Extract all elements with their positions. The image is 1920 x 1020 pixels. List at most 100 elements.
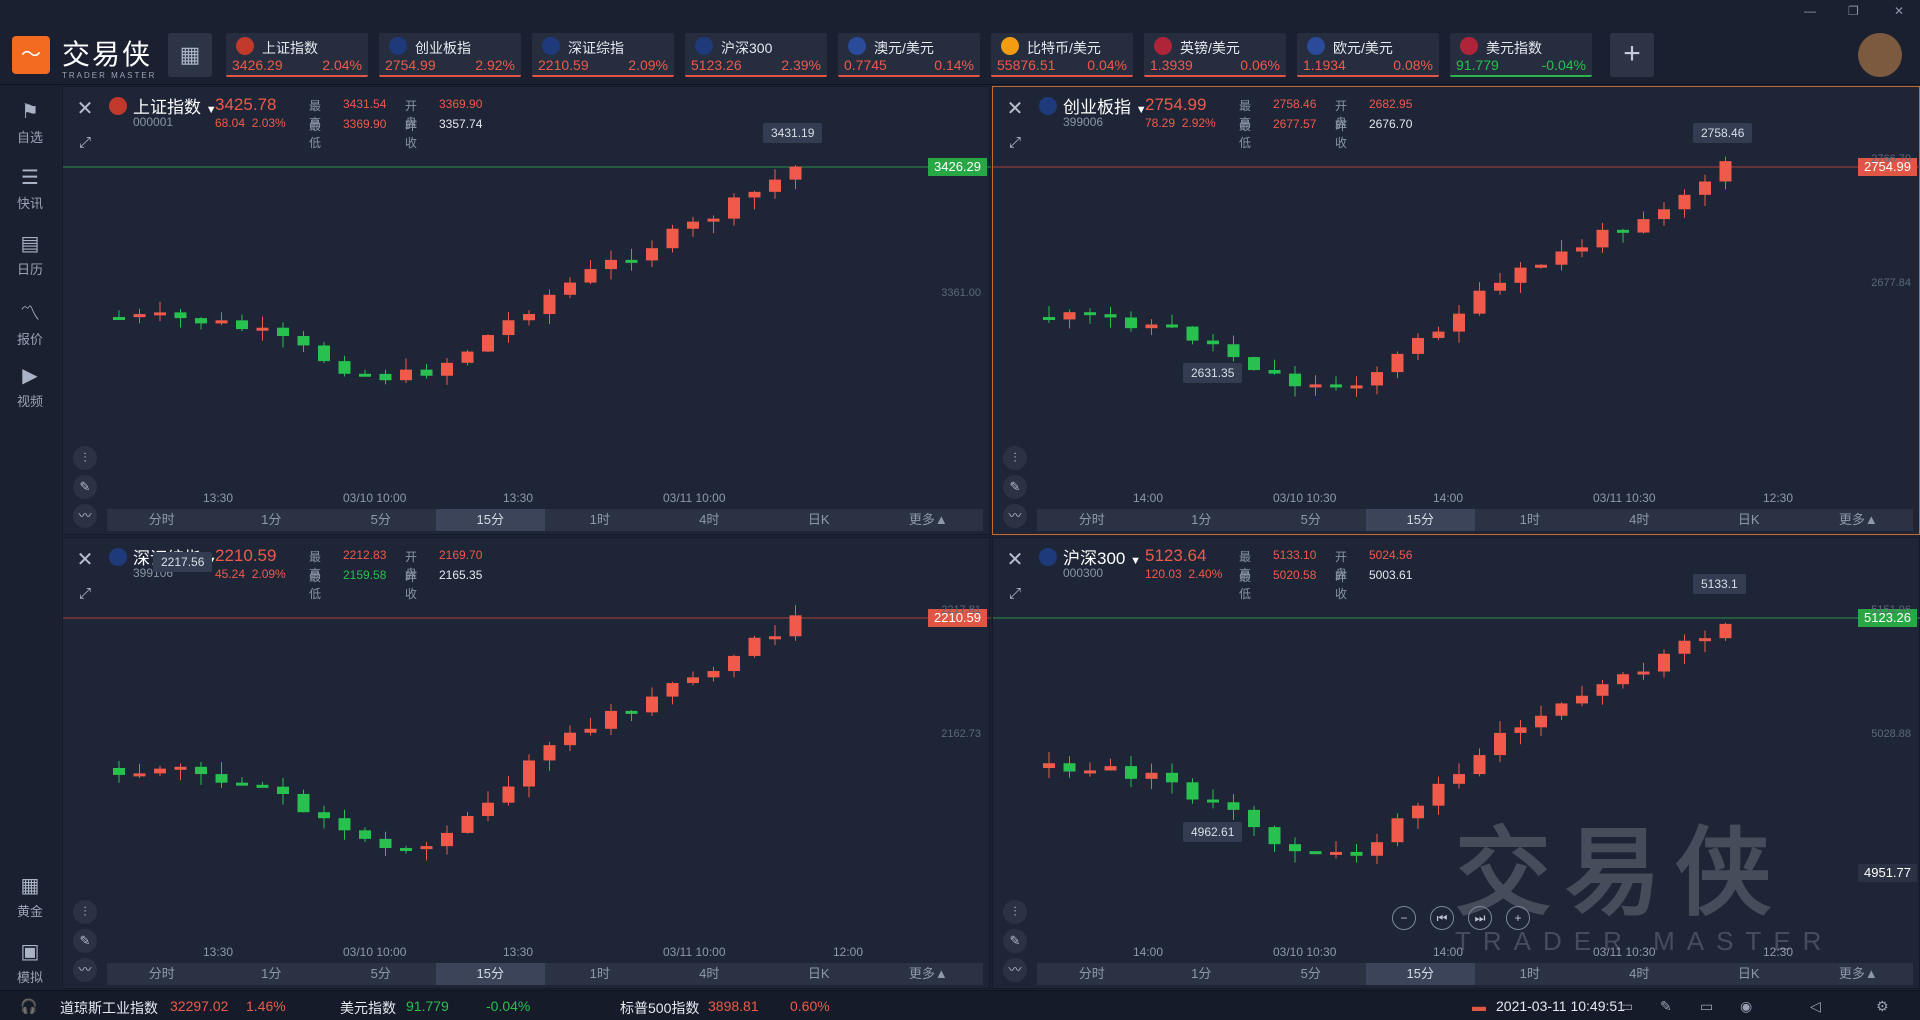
dropdown-icon[interactable]: ▼ bbox=[205, 104, 217, 116]
period-tab[interactable]: 15分 bbox=[1365, 963, 1475, 985]
add-ticker-button[interactable]: + bbox=[1610, 33, 1654, 77]
sidebar-item-simulate[interactable]: ▣ 模拟 bbox=[0, 939, 60, 986]
minimize-button[interactable]: — bbox=[1804, 4, 1816, 18]
period-tab[interactable]: 更多▲ bbox=[908, 966, 948, 981]
indicators-icon[interactable]: ⫶ bbox=[73, 446, 97, 470]
expand-icon[interactable]: ⤢ bbox=[78, 134, 91, 151]
ticker-tab[interactable]: 创业板指 2754.99 2.92% bbox=[379, 33, 521, 77]
period-tab[interactable]: 更多▲ bbox=[1838, 966, 1878, 981]
period-tab[interactable]: 分时 bbox=[148, 966, 175, 981]
ticker-tab[interactable]: 深证综指 2210.59 2.09% bbox=[532, 33, 674, 77]
chart-type-icon[interactable]: 〰 bbox=[1003, 958, 1027, 982]
camera-icon[interactable]: ◉ bbox=[1740, 998, 1753, 1014]
chart-type-icon[interactable]: 〰 bbox=[1003, 504, 1027, 528]
period-tab[interactable]: 4时 bbox=[1629, 512, 1650, 527]
period-tab[interactable]: 1分 bbox=[1191, 966, 1212, 981]
draw-icon[interactable]: ✎ bbox=[1003, 475, 1027, 499]
ticker-tab[interactable]: 比特币/美元 55876.51 0.04% bbox=[991, 33, 1133, 77]
ticker-tab[interactable]: 沪深300 5123.26 2.39% bbox=[685, 33, 827, 77]
ticker-tab[interactable]: 澳元/美元 0.7745 0.14% bbox=[838, 33, 980, 77]
zoom-in-icon[interactable]: + bbox=[1506, 906, 1530, 930]
period-tab[interactable]: 4时 bbox=[1629, 966, 1650, 981]
period-tab[interactable]: 1时 bbox=[1519, 512, 1540, 527]
settings-icon[interactable]: ⚙ bbox=[1876, 998, 1889, 1014]
close-panel-icon[interactable]: ✕ bbox=[1006, 98, 1024, 120]
zoom-out-icon[interactable]: − bbox=[1392, 906, 1416, 930]
candlestick-chart[interactable] bbox=[993, 538, 1920, 938]
period-tab[interactable]: 更多▲ bbox=[1838, 512, 1878, 527]
period-tab[interactable]: 日K bbox=[1737, 966, 1760, 981]
restore-button[interactable]: ❐ bbox=[1848, 4, 1859, 18]
dropdown-icon[interactable]: ▼ bbox=[1135, 104, 1147, 116]
chart-panel[interactable]: ✕ ⤢ 上证指数 ▼ 000001 3425.78 68.04 2.03% 最高… bbox=[62, 86, 991, 535]
headset-icon[interactable]: 🎧 bbox=[20, 998, 38, 1014]
period-tab[interactable]: 1分 bbox=[261, 966, 282, 981]
chart-panel[interactable]: ✕ ⤢ 沪深300 ▼ 000300 5123.64 120.03 2.40% … bbox=[992, 537, 1920, 989]
close-panel-icon[interactable]: ✕ bbox=[76, 98, 94, 120]
draw-icon[interactable]: ✎ bbox=[1003, 929, 1027, 953]
chart-panel[interactable]: ✕ ⤢ 创业板指 ▼ 399006 2754.99 78.29 2.92% 最高… bbox=[992, 86, 1920, 535]
sidebar-item-video[interactable]: ▶ 视频 bbox=[0, 363, 60, 410]
period-tab[interactable]: 分时 bbox=[1078, 512, 1105, 527]
period-tab[interactable]: 日K bbox=[1737, 512, 1760, 527]
sidebar-item-calendar[interactable]: ▤ 日历 bbox=[0, 231, 60, 278]
period-tab[interactable]: 15分 bbox=[1365, 509, 1475, 531]
close-window-button[interactable]: ✕ bbox=[1894, 4, 1905, 18]
window-icon[interactable]: ▭ bbox=[1620, 998, 1634, 1014]
window-icon[interactable]: ▭ bbox=[1700, 998, 1714, 1014]
ticker-tab[interactable]: 欧元/美元 1.1934 0.08% bbox=[1297, 33, 1439, 77]
period-tab[interactable]: 1时 bbox=[1519, 966, 1540, 981]
period-tab[interactable]: 日K bbox=[807, 966, 830, 981]
period-tab[interactable]: 1分 bbox=[261, 512, 282, 527]
chart-type-icon[interactable]: 〰 bbox=[73, 958, 97, 982]
indicators-icon[interactable]: ⫶ bbox=[1003, 900, 1027, 924]
period-tab[interactable]: 5分 bbox=[370, 966, 391, 981]
draw-icon[interactable]: ✎ bbox=[73, 475, 97, 499]
period-tab[interactable]: 分时 bbox=[148, 512, 175, 527]
status-item-name[interactable]: 标普500指数 bbox=[620, 1000, 700, 1016]
candlestick-chart[interactable] bbox=[63, 538, 991, 938]
alert-price-tag[interactable]: 4951.77 bbox=[1858, 864, 1917, 882]
period-tab[interactable]: 更多▲ bbox=[908, 512, 948, 527]
period-tab[interactable]: 5分 bbox=[1300, 512, 1321, 527]
candlestick-chart[interactable] bbox=[993, 87, 1920, 484]
user-avatar[interactable] bbox=[1858, 33, 1902, 77]
expand-icon[interactable]: ⤢ bbox=[1008, 585, 1021, 602]
chart-type-icon[interactable]: 〰 bbox=[73, 504, 97, 528]
expand-icon[interactable]: ⤢ bbox=[1008, 134, 1021, 151]
period-tab[interactable]: 4时 bbox=[699, 512, 720, 527]
sidebar-item-news[interactable]: ☰ 快讯 bbox=[0, 165, 60, 212]
indicators-icon[interactable]: ⫶ bbox=[1003, 446, 1027, 470]
period-tab[interactable]: 分时 bbox=[1078, 966, 1105, 981]
ticker-tab[interactable]: 美元指数 91.779 -0.04% bbox=[1450, 33, 1592, 77]
expand-icon[interactable]: ⤢ bbox=[78, 585, 91, 602]
period-tab[interactable]: 5分 bbox=[370, 512, 391, 527]
period-tab[interactable]: 1时 bbox=[589, 966, 610, 981]
status-item-name[interactable]: 道琼斯工业指数 bbox=[60, 1000, 158, 1016]
ticker-tab[interactable]: 上证指数 3426.29 2.04% bbox=[226, 33, 368, 77]
period-tab[interactable]: 日K bbox=[807, 512, 830, 527]
skip-end-icon[interactable]: ⏭ bbox=[1468, 906, 1492, 930]
ticker-tab[interactable]: 英镑/美元 1.3939 0.06% bbox=[1144, 33, 1286, 77]
close-panel-icon[interactable]: ✕ bbox=[76, 549, 94, 571]
indicators-icon[interactable]: ⫶ bbox=[73, 900, 97, 924]
layout-grid-button[interactable]: ▦ bbox=[168, 33, 212, 77]
chart-panel[interactable]: ✕ ⤢ 深证综指 ▼ 399106 2210.59 45.24 2.09% 最高… bbox=[62, 537, 991, 989]
period-tab[interactable]: 5分 bbox=[1300, 966, 1321, 981]
period-tab[interactable]: 15分 bbox=[435, 509, 545, 531]
period-tab[interactable]: 15分 bbox=[435, 963, 545, 985]
sidebar-item-watchlist[interactable]: ⚑ 自选 bbox=[0, 99, 60, 146]
skip-start-icon[interactable]: ⏮ bbox=[1430, 906, 1454, 930]
period-tab[interactable]: 4时 bbox=[699, 966, 720, 981]
period-tab[interactable]: 1时 bbox=[589, 512, 610, 527]
mute-icon[interactable]: ◁ bbox=[1810, 998, 1821, 1014]
sidebar-item-quotes[interactable]: 〽报价 bbox=[0, 297, 60, 348]
dropdown-icon[interactable]: ▼ bbox=[1130, 555, 1141, 567]
symbol-name[interactable]: 创业板指 ▼ bbox=[1063, 98, 1147, 117]
close-panel-icon[interactable]: ✕ bbox=[1006, 549, 1024, 571]
symbol-name[interactable]: 上证指数 ▼ bbox=[133, 98, 217, 117]
symbol-name[interactable]: 沪深300 ▼ bbox=[1063, 549, 1141, 568]
candlestick-chart[interactable] bbox=[63, 87, 991, 484]
draw-icon[interactable]: ✎ bbox=[73, 929, 97, 953]
status-item-name[interactable]: 美元指数 bbox=[340, 1000, 396, 1016]
